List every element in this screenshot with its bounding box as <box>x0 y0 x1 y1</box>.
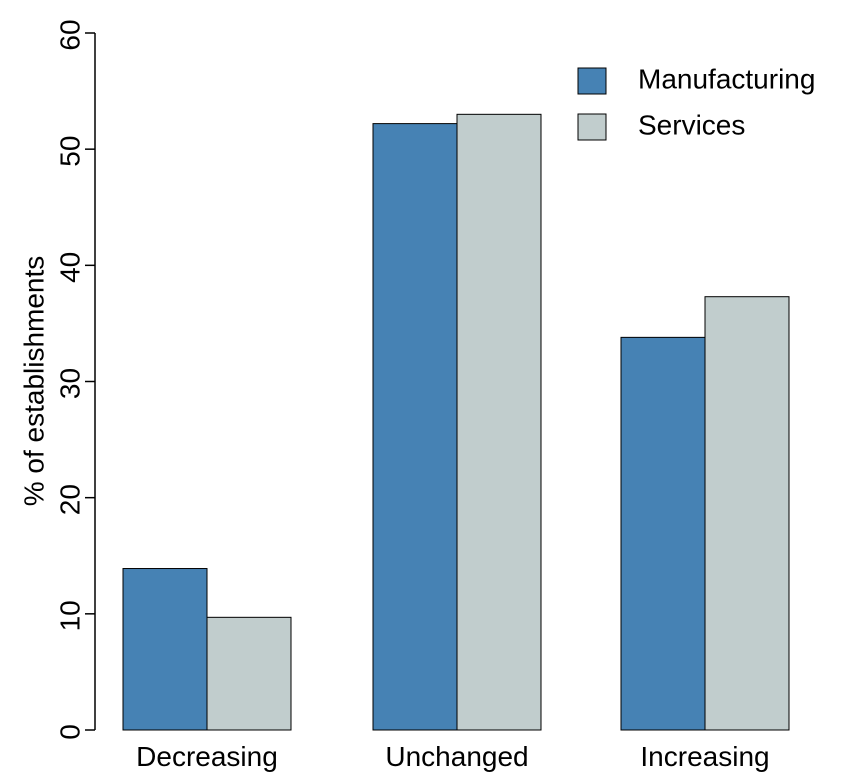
legend-label-services: Services <box>638 109 745 140</box>
x-tick-label: Decreasing <box>136 741 278 772</box>
legend-label-manufacturing: Manufacturing <box>638 63 815 94</box>
x-tick-label: Unchanged <box>385 741 528 772</box>
x-tick-labels: Decreasing Unchanged Increasing <box>136 741 769 772</box>
y-tick-label: 10 <box>54 600 85 631</box>
y-tick-label: 60 <box>54 19 85 50</box>
legend: Manufacturing Services <box>577 63 815 141</box>
y-tick-label: 30 <box>54 368 85 399</box>
y-tick-label: 50 <box>54 136 85 167</box>
bar-decreasing-services <box>206 616 292 731</box>
bar-increasing-manufacturing <box>620 336 706 731</box>
bar-decreasing-manufacturing <box>122 568 208 731</box>
y-axis: 0 10 20 30 40 50 60 <box>54 19 96 740</box>
y-tick-label: 20 <box>54 484 85 515</box>
x-tick-label: Increasing <box>640 741 769 772</box>
bar-increasing-services <box>704 296 790 731</box>
bar-unchanged-services <box>456 113 542 731</box>
bars-group <box>122 113 790 731</box>
y-tick-label: 0 <box>54 724 85 740</box>
legend-swatch-manufacturing <box>577 67 607 95</box>
bar-unchanged-manufacturing <box>372 123 458 731</box>
y-axis-label: % of establishments <box>18 256 49 507</box>
y-tick-label: 40 <box>54 252 85 283</box>
legend-swatch-services <box>577 113 607 141</box>
